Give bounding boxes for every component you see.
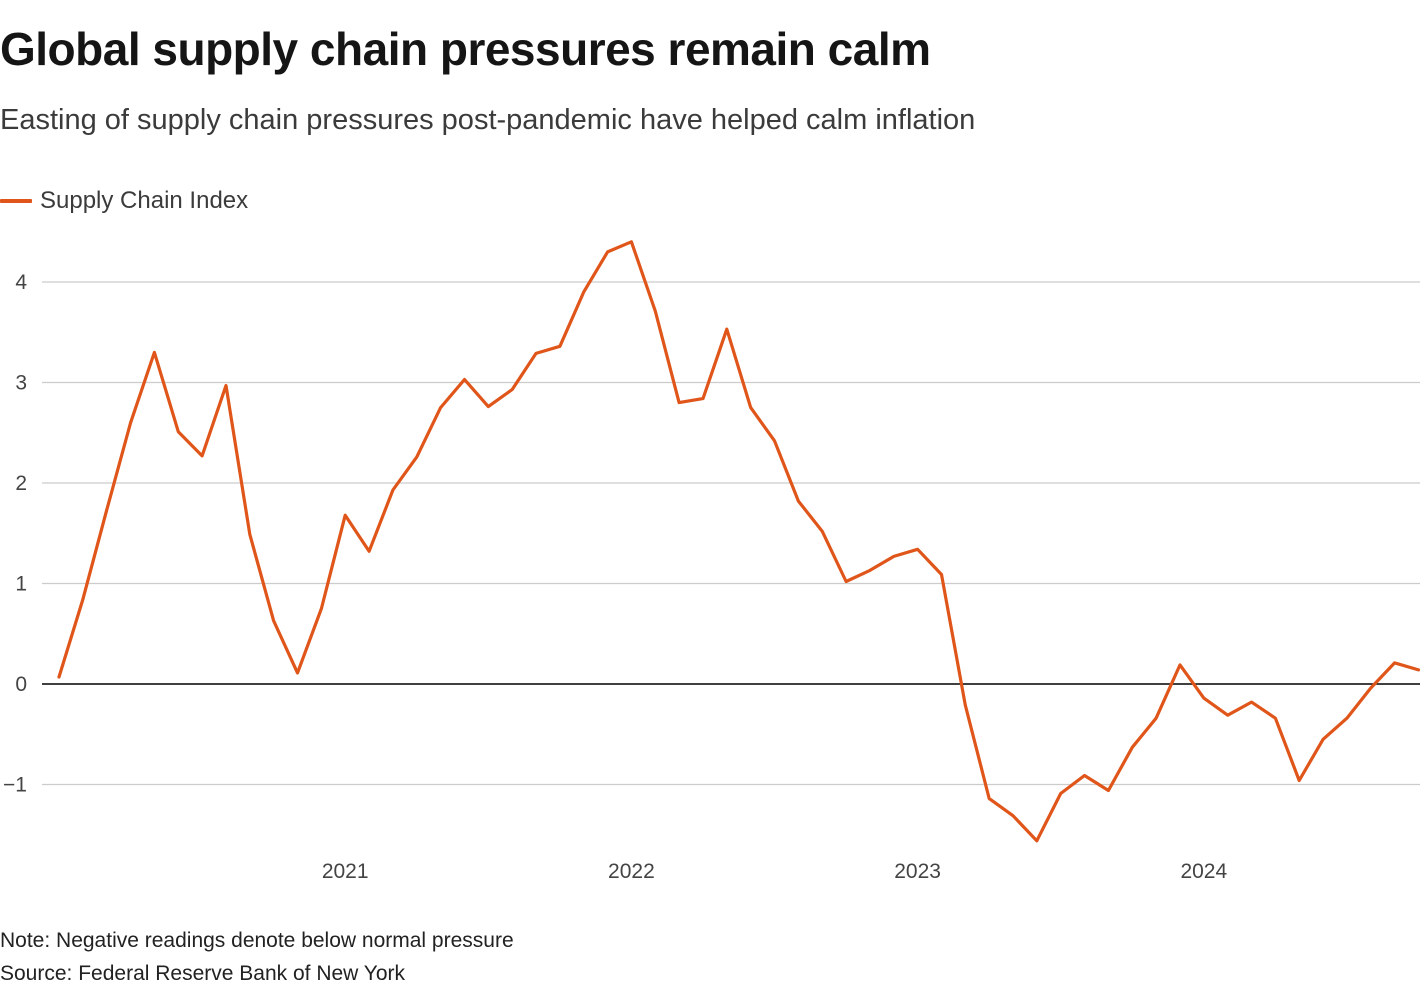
chart-subtitle: Easting of supply chain pressures post-p…	[0, 104, 976, 136]
legend-label: Supply Chain Index	[40, 187, 249, 214]
y-tick-label: −1	[3, 774, 27, 797]
x-tick-label: 2021	[322, 860, 369, 883]
y-tick-label: 4	[15, 271, 27, 294]
chart-title: Global supply chain pressures remain cal…	[0, 23, 931, 75]
x-tick-label: 2024	[1180, 860, 1227, 883]
chart-source: Source: Federal Reserve Bank of New York	[0, 962, 406, 985]
y-tick-label: 1	[15, 573, 27, 596]
x-tick-label: 2023	[894, 860, 941, 883]
series-line-supply-chain-index	[57, 240, 1420, 843]
legend-line-swatch	[0, 199, 32, 203]
chart-note: Note: Negative readings denote below nor…	[0, 929, 514, 952]
chart-legend: Supply Chain Index	[0, 186, 248, 216]
y-tick-label: 0	[15, 673, 27, 696]
y-tick-label: 3	[15, 372, 27, 395]
x-tick-label: 2022	[608, 860, 655, 883]
y-tick-label: 2	[15, 472, 27, 495]
